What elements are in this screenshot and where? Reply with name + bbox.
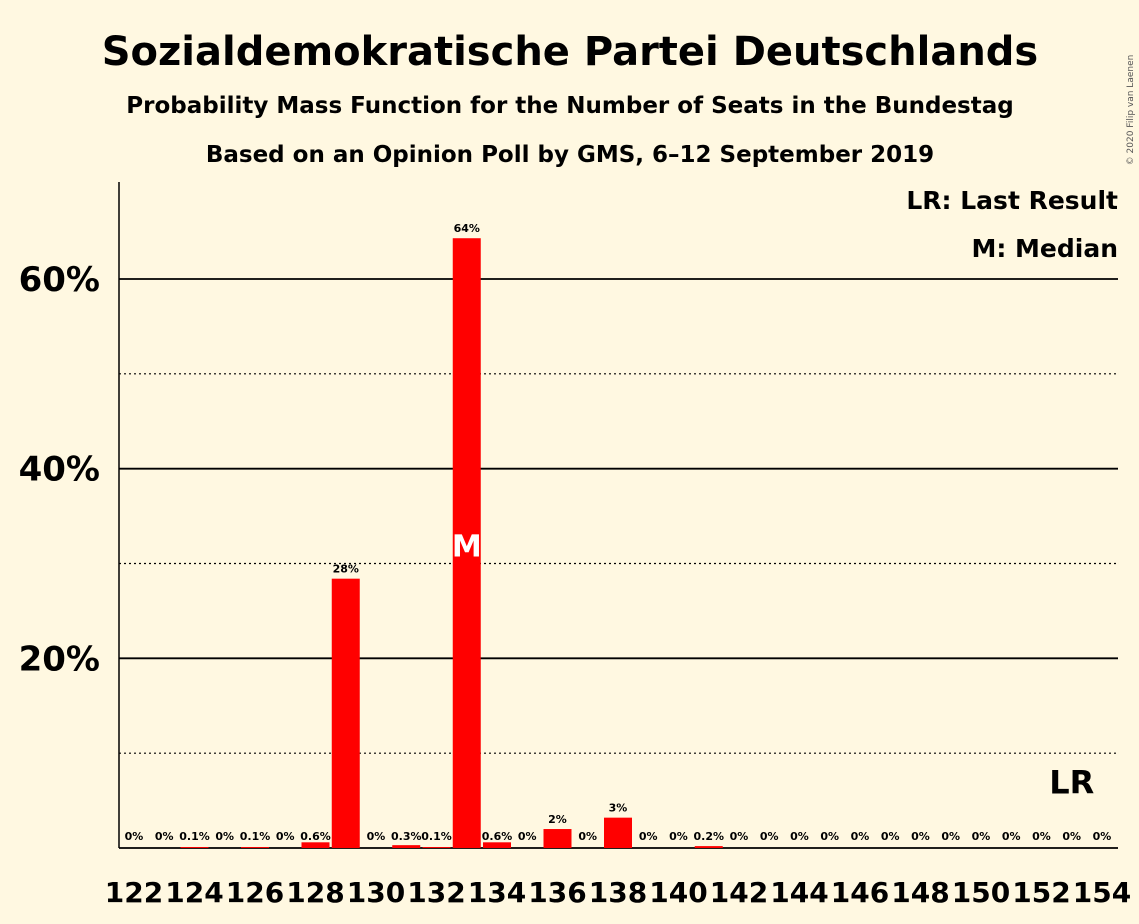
bar-label-132: 0.1% [421,830,452,843]
bar-label-135: 0% [518,830,537,843]
x-tick-label: 134 [468,876,526,909]
x-tick-label: 148 [891,876,949,909]
bar-128 [301,842,330,848]
median-marker: M [452,530,482,565]
bar-label-128: 0.6% [300,830,331,843]
x-tick-label: 122 [105,876,163,909]
bar-label-122: 0% [125,830,144,843]
x-tick-label: 136 [528,876,586,909]
y-tick-label: 20% [19,639,100,679]
bar-label-143: 0% [760,830,779,843]
x-tick-label: 152 [1012,876,1070,909]
bar-label-145: 0% [820,830,839,843]
bar-label-136: 2% [548,813,567,826]
bar-label-130: 0% [367,830,386,843]
x-tick-label: 126 [226,876,284,909]
bar-labels: 0% 0% 0.1% 0% 0.1% 0% 0.6%28%0% 0.3% 0.1%64%M0.6… [125,222,1112,843]
bar-136 [543,829,572,848]
legend-last-result: LR: Last Result [906,186,1118,215]
bar-132 [422,847,451,848]
bar-138 [604,817,632,848]
bar-label-148: 0% [911,830,930,843]
bar-label-144: 0% [790,830,809,843]
bar-label-141: 0.2% [693,830,724,843]
bar-label-125: 0% [215,830,234,843]
bar-label-150: 0% [972,830,991,843]
bar-124 [180,847,209,848]
bar-label-147: 0% [881,830,900,843]
x-tick-label: 138 [589,876,647,909]
bar-label-124: 0.1% [179,830,210,843]
bar-label-134: 0.6% [482,830,513,843]
x-tick-labels: 122 124 126 128 130 132 134 136 138 140 142 144 146 1… [105,876,1131,909]
bar-label-153: 0% [1062,830,1081,843]
bar-label-138: 3% [609,802,628,815]
bar-label-137: 0% [578,830,597,843]
bar-131 [392,845,421,848]
x-tick-label: 142 [710,876,768,909]
bar-label-139: 0% [639,830,658,843]
bar-label-142: 0% [730,830,749,843]
chart-subtitle: Probability Mass Function for the Number… [126,93,1013,119]
bar-label-151: 0% [1002,830,1021,843]
x-tick-label: 132 [407,876,465,909]
x-tick-label: 146 [831,876,889,909]
y-tick-label: 60% [19,260,100,300]
bar-129 [331,578,360,848]
bar-label-149: 0% [941,830,960,843]
x-tick-label: 150 [952,876,1010,909]
bar-126 [241,847,269,848]
bar-label-152: 0% [1032,830,1051,843]
x-tick-label: 124 [165,876,223,909]
bar-label-133: 64% [454,222,480,235]
bar-label-127: 0% [276,830,295,843]
bar-label-154: 0% [1093,830,1112,843]
bar-label-123: 0% [155,830,174,843]
bar-134 [483,842,511,848]
bars [180,238,723,848]
chart-subtitle-poll: Based on an Opinion Poll by GMS, 6–12 Se… [206,142,934,168]
bar-label-129: 28% [333,563,359,576]
bar-label-126: 0.1% [240,830,271,843]
bar-label-140: 0% [669,830,688,843]
bar-label-146: 0% [851,830,870,843]
bar-label-131: 0.3% [391,830,422,843]
x-tick-label: 144 [770,876,828,909]
y-tick-labels: 20% 40% 60% [19,260,100,679]
copyright-notice: © 2020 Filip van Laenen [1126,55,1136,166]
x-tick-label: 128 [286,876,344,909]
y-tick-label: 40% [19,450,100,490]
bar-133 [452,238,481,848]
x-tick-label: 154 [1073,876,1131,909]
legend-median: M: Median [971,234,1118,263]
x-tick-label: 140 [649,876,707,909]
bar-141 [694,846,723,848]
last-result-marker: LR [1049,764,1094,802]
x-tick-label: 130 [347,876,405,909]
chart-title: Sozialdemokratische Partei Deutschlands [102,29,1039,75]
gridlines [119,278,1118,849]
